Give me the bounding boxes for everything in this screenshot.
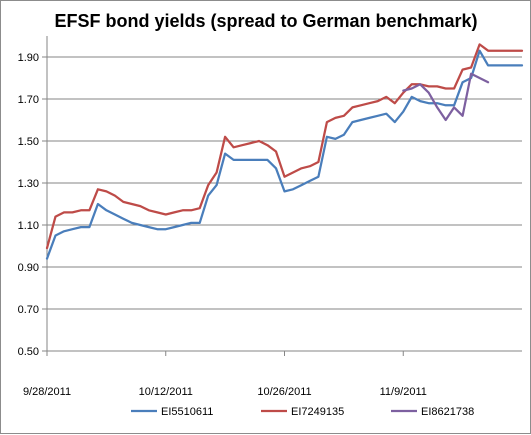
y-tick-label: 1.30 [18, 178, 39, 190]
legend-item: EI5510611 [131, 406, 213, 418]
x-tick-label: 11/9/2011 [380, 386, 427, 398]
y-tick-label: 1.50 [18, 136, 39, 148]
series-line-EI7249135 [45, 43, 524, 250]
chart-title: EFSF bond yields (spread to German bench… [54, 11, 477, 31]
y-tick-label: 1.90 [18, 52, 39, 64]
legend-label: EI8621738 [421, 406, 474, 418]
x-tick-label: 10/12/2011 [139, 386, 193, 398]
y-tick-label: 0.90 [18, 262, 39, 274]
y-tick-label: 0.50 [18, 346, 39, 358]
axes: 0.50 0.70 0.90 1.10 1.30 1.50 1.70 1.90 9/28/201… [18, 36, 522, 398]
legend-label: EI7249135 [291, 406, 344, 418]
x-tick-label: 9/28/2011 [23, 386, 71, 398]
x-tick-label: 10/26/2011 [257, 386, 311, 398]
series-line-EI8621738 [402, 72, 490, 122]
legend-item: EI8621738 [391, 406, 474, 418]
y-tick-label: 1.10 [18, 220, 39, 232]
y-tick-label: 1.70 [18, 94, 39, 106]
legend-label: EI5510611 [161, 406, 213, 418]
y-tick-label: 0.70 [18, 304, 39, 316]
series-line-EI5510611 [45, 49, 524, 260]
series-lines [45, 43, 524, 260]
legend: EI5510611 EI7249135 EI8621738 [131, 406, 474, 418]
legend-item: EI7249135 [261, 406, 344, 418]
gridlines [47, 56, 522, 352]
